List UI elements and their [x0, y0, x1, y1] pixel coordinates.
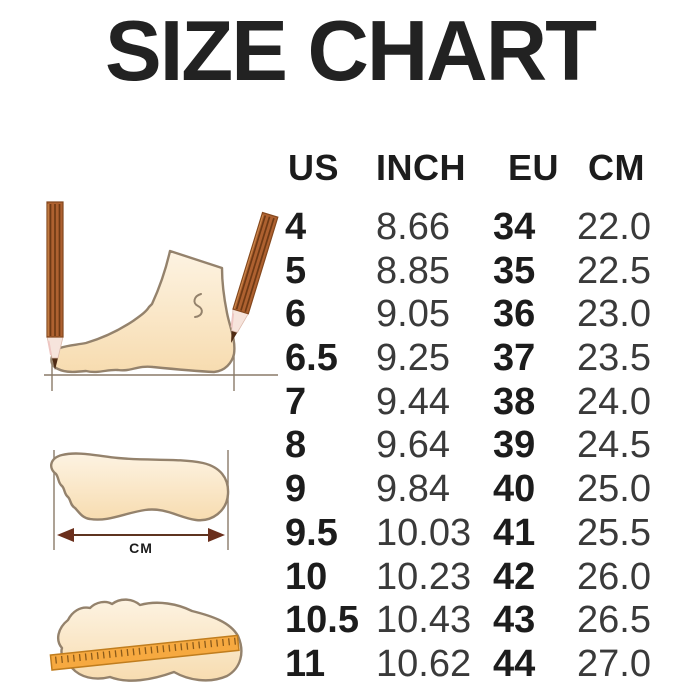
table-cell: 40: [493, 468, 536, 511]
table-cell: 10.62: [376, 642, 472, 685]
page-title: SIZE CHART: [105, 4, 597, 99]
foot-ruler-illustration: [49, 598, 243, 682]
table-cell: 23.5: [577, 337, 651, 380]
table-cell: 27.0: [577, 642, 651, 685]
table-cell: 37: [493, 337, 536, 380]
table-cell: 9.5: [285, 511, 338, 554]
table-cell: 9.25: [376, 337, 450, 380]
table-cell: 35: [493, 249, 536, 292]
table-cell: 26.0: [577, 555, 651, 598]
table-cell: 43: [493, 599, 536, 642]
pencil-icon: [46, 201, 64, 370]
table-cell: 6.5: [285, 337, 338, 380]
table-cell: 6: [285, 293, 307, 336]
table-cell: 8.66: [376, 206, 450, 248]
table-cell: 9: [285, 468, 307, 511]
table-cell: 39: [493, 424, 536, 467]
table-cell: 9.05: [376, 293, 450, 336]
table-cell: 26.5: [577, 599, 651, 642]
table-cell: 34: [493, 206, 536, 248]
table-cell: 9.44: [376, 380, 450, 423]
table-cell: 10.23: [376, 555, 472, 598]
table-cell: 36: [493, 293, 536, 336]
foot-side-icon: [50, 249, 236, 374]
table-cell: 9.84: [376, 468, 450, 511]
ruler-icon: [49, 634, 240, 671]
column-header-eu: EU: [508, 147, 560, 188]
table-cell: 41: [493, 511, 536, 554]
table-cell: 42: [493, 555, 536, 598]
cm-arrow-label: CM: [129, 540, 153, 556]
table-cell: 22.0: [577, 206, 651, 248]
table-cell: 22.5: [577, 249, 651, 292]
sole-outline-measure-illustration: CM: [50, 450, 230, 556]
table-cell: 4: [285, 206, 307, 248]
table-cell: 24.0: [577, 380, 651, 423]
table-cell: 10: [285, 555, 328, 598]
ankle-mark: [193, 293, 203, 318]
table-cell: 10.03: [376, 511, 472, 554]
table-cell: 38: [493, 380, 536, 423]
table-cell: 11: [285, 642, 326, 685]
table-cell: 10.5: [285, 599, 359, 642]
table-cell: 8.85: [376, 249, 450, 292]
table-cell: 10.43: [376, 599, 472, 642]
table-cell: 44: [493, 642, 536, 685]
foot-length-measure-illustration: [44, 201, 279, 391]
table-cell: 24.5: [577, 424, 651, 467]
table-cell: 25.5: [577, 511, 651, 554]
table-cell: 8: [285, 424, 307, 467]
column-header-cm: CM: [588, 147, 645, 188]
table-cell: 9.64: [376, 424, 450, 467]
table-cell: 25.0: [577, 468, 651, 511]
table-cell: 23.0: [577, 293, 651, 336]
size-table-header: US INCH EU CM: [285, 147, 667, 189]
table-cell: 5: [285, 249, 307, 292]
table-cell: 7: [285, 380, 307, 423]
column-header-us: US: [288, 147, 340, 188]
pencil-icon: [230, 211, 279, 343]
measure-arrow-icon: [57, 528, 225, 542]
column-header-inch: INCH: [376, 147, 466, 188]
foot-outline-icon: [50, 452, 230, 522]
size-table-body: 4 8.66 34 22.0 5 8.85 35 22.5 6 9.05 36 …: [285, 206, 667, 687]
